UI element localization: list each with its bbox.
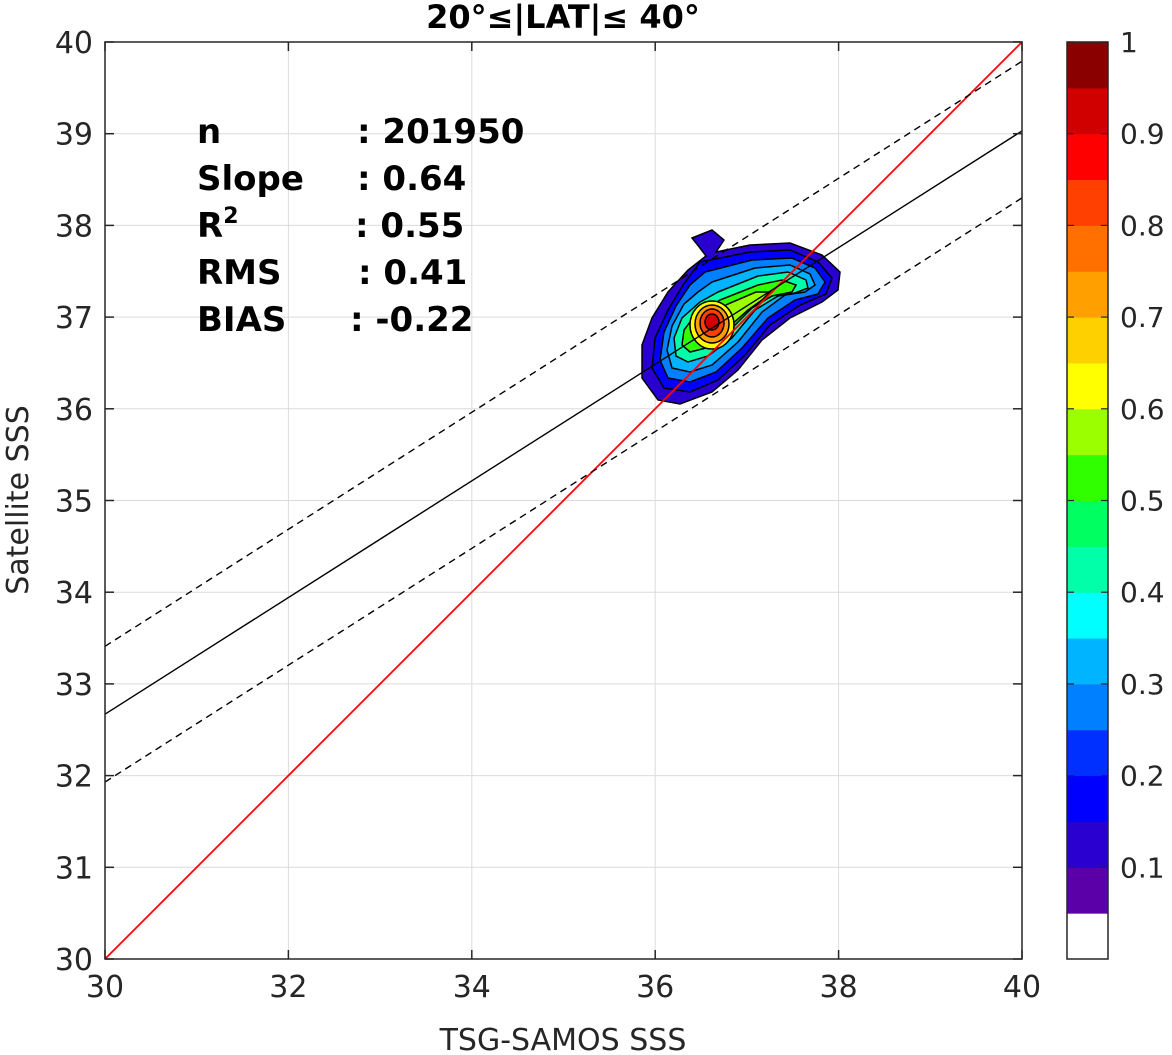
stat-value-3: : 0.41 [358, 253, 467, 293]
colorbar-swatch-15 [1067, 225, 1108, 272]
fit-lines [105, 42, 1022, 959]
stat-label-4: BIAS [197, 300, 286, 340]
colorbar-swatch-1 [1067, 867, 1108, 914]
colorbar-swatch-5 [1067, 683, 1108, 731]
colorbar-swatch-19 [1067, 42, 1108, 89]
x-tick-labels: 30 32 34 36 38 40 [86, 970, 1041, 1005]
regression-line [105, 130, 1022, 715]
colorbar-swatch-13 [1067, 317, 1108, 364]
colorbar-tick-label-6: 0.7 [1120, 301, 1165, 334]
colorbar-tick-label-4: 0.5 [1120, 485, 1165, 518]
chart-title: 20°≤|LAT|≤ 40° [426, 0, 700, 37]
colorbar-swatch-0 [1067, 913, 1108, 960]
colorbar-labels: 0.1 0.2 0.3 0.4 0.5 0.6 0.7 0.8 0.9 1 [1120, 26, 1165, 884]
upper-bound-line [105, 60, 1022, 647]
colorbar-swatch-3 [1067, 775, 1108, 822]
colorbar-swatch-10 [1067, 454, 1108, 501]
stat-label-1: Slope [197, 159, 304, 199]
density-contours [641, 229, 841, 405]
y-axis-title: Satellite SSS [1, 405, 36, 595]
colorbar-tick-label-9: 1 [1120, 26, 1138, 59]
colorbar-swatch-2 [1067, 821, 1108, 868]
colorbar-tick-label-3: 0.4 [1120, 576, 1165, 609]
colorbar-swatch-12 [1067, 362, 1108, 410]
axis-ticks [104, 41, 1023, 960]
stat-label-0: n [197, 112, 221, 152]
y-tick-label-1: 31 [55, 851, 93, 886]
colorbar-swatch-18 [1067, 87, 1108, 135]
colorbar-swatch-8 [1067, 546, 1108, 593]
stat-value-2: : 0.55 [355, 206, 464, 246]
y-tick-label-5: 35 [55, 485, 93, 520]
colorbar-swatch-17 [1067, 133, 1108, 181]
grid-lines [104, 41, 1023, 960]
colorbar-swatch-9 [1067, 500, 1108, 547]
stat-value-1: : 0.64 [357, 159, 466, 199]
y-tick-label-9: 39 [55, 118, 93, 153]
y-tick-label-2: 32 [55, 760, 93, 795]
x-tick-label-5: 40 [1003, 970, 1041, 1005]
colorbar [1066, 41, 1109, 960]
y-tick-label-10: 40 [55, 26, 93, 61]
colorbar-tick-label-0: 0.1 [1120, 851, 1165, 884]
colorbar-tick-label-7: 0.8 [1120, 209, 1165, 242]
colorbar-swatch-4 [1067, 729, 1108, 777]
x-tick-label-0: 30 [86, 970, 124, 1005]
stat-label-3: RMS [197, 253, 282, 293]
colorbar-tick-label-8: 0.9 [1120, 118, 1165, 151]
x-tick-label-3: 36 [636, 970, 674, 1005]
colorbar-tick-label-5: 0.6 [1120, 393, 1165, 426]
stat-value-4: : -0.22 [350, 300, 473, 340]
y-tick-label-7: 37 [55, 301, 93, 336]
stat-value-0: : 201950 [357, 112, 524, 152]
y-tick-labels: 30 31 32 33 34 35 36 37 38 39 40 [55, 26, 93, 978]
stat-superscript: 2 [223, 204, 238, 229]
y-tick-label-4: 34 [55, 576, 93, 611]
colorbar-tick-label-2: 0.3 [1120, 668, 1165, 701]
y-tick-label-3: 33 [55, 668, 93, 703]
lower-bound-line [105, 197, 1022, 783]
x-axis-title: TSG-SAMOS SSS [439, 1023, 687, 1055]
x-tick-label-4: 38 [820, 970, 858, 1005]
y-tick-label-8: 38 [55, 209, 93, 244]
colorbar-swatch-6 [1067, 638, 1108, 685]
colorbar-tick-label-1: 0.2 [1120, 760, 1165, 793]
y-tick-label-6: 36 [55, 393, 93, 428]
colorbar-swatch-14 [1067, 271, 1108, 318]
colorbar-swatch-7 [1067, 592, 1108, 639]
y-tick-label-0: 30 [55, 943, 93, 978]
colorbar-swatch-11 [1067, 408, 1108, 456]
x-tick-label-2: 34 [453, 970, 491, 1005]
colorbar-swatch-16 [1067, 179, 1108, 226]
x-tick-label-1: 32 [269, 970, 307, 1005]
one-to-one-line [105, 42, 1022, 959]
